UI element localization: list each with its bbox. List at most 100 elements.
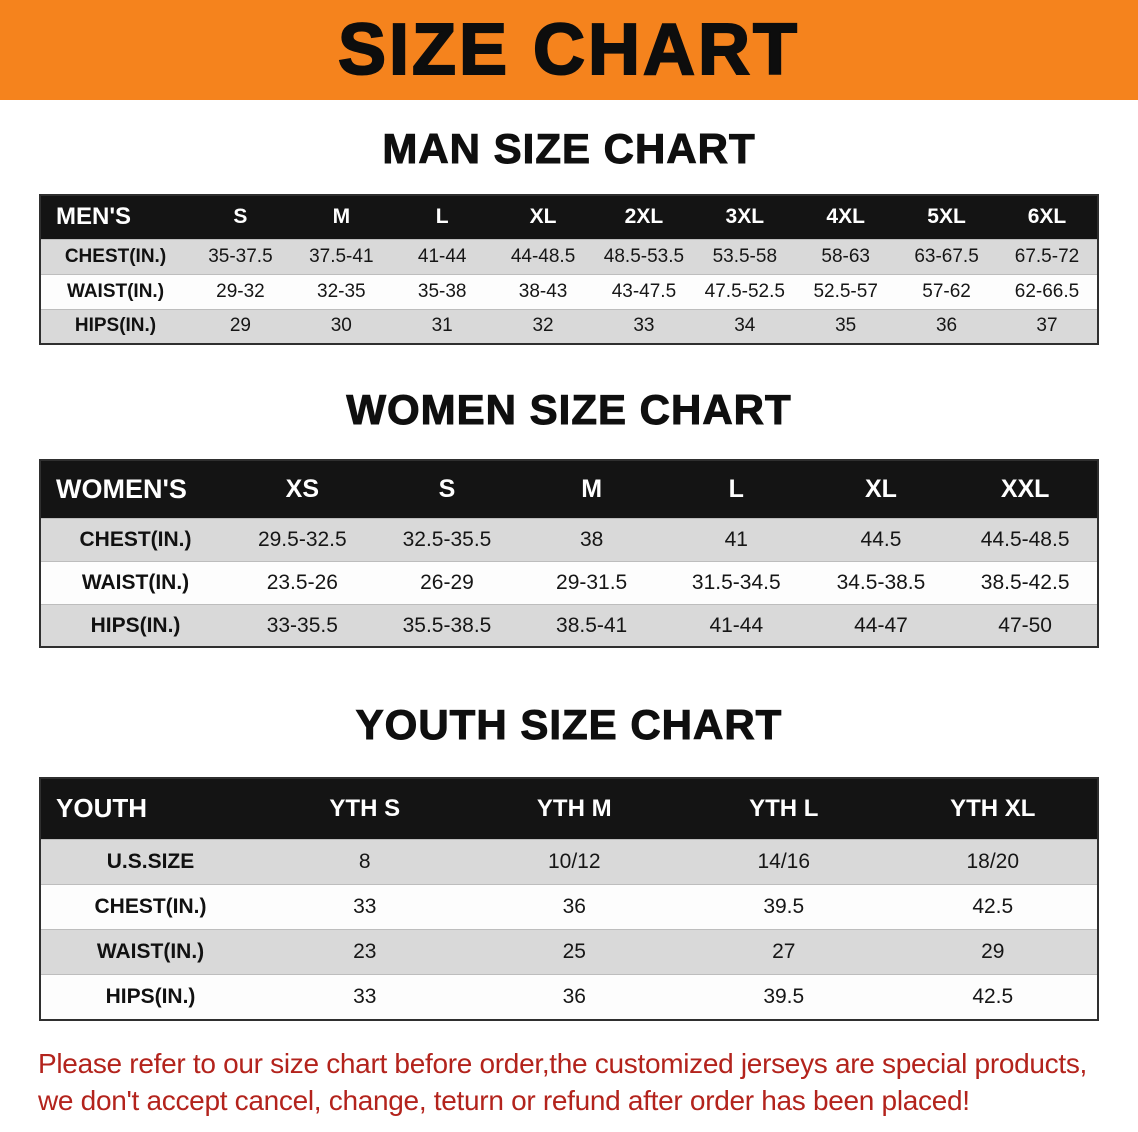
table-row: HIPS(IN.) 29 30 31 32 33 34 35 36 37 — [40, 309, 1098, 345]
size-value: 10/12 — [547, 850, 601, 874]
size-column-header: YTH XL — [888, 777, 1098, 840]
size-value: 48.5-53.5 — [603, 245, 685, 267]
men-section-title: MAN SIZE CHART — [382, 125, 756, 172]
size-column-header: YTH S — [260, 777, 470, 840]
size-value: 58-63 — [821, 245, 870, 267]
size-value: 29-31.5 — [556, 570, 628, 594]
row-label: WAIST(IN.) — [81, 570, 190, 594]
youth-section-title: YOUTH SIZE CHART — [355, 701, 783, 749]
size-value: 41 — [724, 527, 748, 551]
size-value: 62-66.5 — [1014, 280, 1080, 302]
size-value: 44.5-48.5 — [980, 527, 1070, 551]
table-row: U.S.SIZE 8 10/12 14/16 18/20 — [40, 839, 1098, 885]
size-value: 44.5 — [860, 527, 902, 551]
row-label: CHEST(IN.) — [94, 895, 207, 919]
size-column-header: M — [290, 195, 392, 240]
youth-size-section: YOUTH SIZE CHART YOUTH YTH S YTH M YTH L YTH… — [0, 701, 1138, 1021]
size-value: 47.5-52.5 — [704, 280, 785, 302]
size-column-header: 4XL — [795, 195, 897, 240]
size-value: 35.5-38.5 — [402, 613, 492, 637]
women-size-table: WOMEN'S XS S M L XL XXL CHEST(IN.) 29.5-32.5 32.… — [39, 459, 1099, 649]
size-value: 33-35.5 — [266, 613, 338, 637]
table-row: HIPS(IN.) 33 36 39.5 42.5 — [40, 974, 1098, 1020]
table-row: CHEST(IN.) 33 36 39.5 42.5 — [40, 884, 1098, 930]
size-column-header: 5XL — [896, 195, 997, 240]
table-row: WAIST(IN.) 29-32 32-35 35-38 38-43 43-47.5 47.… — [40, 274, 1098, 310]
size-value: 41-44 — [417, 245, 467, 267]
size-value: 29 — [229, 315, 251, 337]
table-corner-label: MEN'S — [40, 195, 190, 240]
disclaimer-line-2: we don't accept cancel, change, teturn o… — [38, 1085, 970, 1117]
size-value: 47-50 — [998, 613, 1052, 637]
size-value: 39.5 — [763, 984, 805, 1008]
table-row: CHEST(IN.) 35-37.5 37.5-41 41-44 44-48.5 48.5… — [40, 239, 1098, 275]
row-label: HIPS(IN.) — [90, 613, 181, 637]
size-value: 38.5-41 — [556, 613, 628, 637]
size-value: 33 — [353, 895, 377, 919]
women-table-body: CHEST(IN.) 29.5-32.5 32.5-35.5 38 41 44.5 44.5… — [40, 518, 1098, 648]
size-column-header: M — [519, 460, 664, 519]
size-value: 43-47.5 — [611, 280, 677, 302]
size-value: 42.5 — [972, 984, 1014, 1008]
size-value: 41-44 — [709, 613, 764, 637]
size-column-header: XS — [230, 460, 375, 519]
page-title: SIZE CHART — [337, 10, 800, 90]
size-value: 39.5 — [763, 895, 805, 919]
size-value: 8 — [358, 850, 371, 874]
size-column-header: 3XL — [694, 195, 796, 240]
men-table-header: MEN'S S M L XL 2XL 3XL 4XL 5XL 6XL — [40, 195, 1098, 240]
size-value: 35 — [835, 315, 857, 337]
row-label: WAIST(IN.) — [66, 280, 165, 302]
size-value: 37 — [1036, 315, 1058, 337]
women-section-title: WOMEN SIZE CHART — [346, 386, 792, 434]
table-corner-label: YOUTH — [40, 777, 260, 840]
row-label: HIPS(IN.) — [105, 984, 196, 1008]
size-column-header: YTH L — [679, 777, 889, 840]
table-row: HIPS(IN.) 33-35.5 35.5-38.5 38.5-41 41-44 44-… — [40, 604, 1098, 648]
table-row: WAIST(IN.) 23.5-26 26-29 29-31.5 31.5-34.5 34… — [40, 561, 1098, 605]
size-value: 23 — [353, 940, 377, 964]
men-size-section: MAN SIZE CHART MEN'S S M L XL 2XL 3XL 4XL 5XL 6XL… — [0, 125, 1138, 346]
banner: SIZE CHART — [0, 0, 1138, 100]
size-value: 36 — [935, 315, 958, 337]
size-value: 18/20 — [966, 850, 1020, 874]
table-corner-label: WOMEN'S — [40, 460, 230, 519]
row-label: WAIST(IN.) — [96, 940, 205, 964]
size-value: 29.5-32.5 — [257, 527, 347, 551]
size-value: 63-67.5 — [914, 245, 979, 267]
size-column-header: XL — [808, 460, 954, 519]
header-row: MEN'S S M L XL 2XL 3XL 4XL 5XL 6XL — [40, 195, 1098, 240]
size-value: 44-47 — [854, 613, 908, 637]
size-value: 42.5 — [972, 895, 1014, 919]
size-value: 32.5-35.5 — [402, 527, 492, 551]
size-value: 53.5-58 — [712, 245, 778, 267]
size-value: 32 — [532, 315, 554, 337]
youth-table-header: YOUTH YTH S YTH M YTH L YTH XL — [40, 777, 1098, 840]
size-value: 36 — [562, 895, 586, 919]
size-value: 25 — [562, 940, 586, 964]
size-value: 44-48.5 — [510, 245, 576, 267]
table-row: WAIST(IN.) 23 25 27 29 — [40, 929, 1098, 975]
men-size-table: MEN'S S M L XL 2XL 3XL 4XL 5XL 6XL CHEST(IN.) 35-3… — [39, 194, 1099, 346]
size-value: 14/16 — [757, 850, 811, 874]
women-table-header: WOMEN'S XS S M L XL XXL — [40, 460, 1098, 519]
size-value: 67.5-72 — [1014, 245, 1080, 267]
size-column-header: L — [663, 460, 809, 519]
header-row: WOMEN'S XS S M L XL XXL — [40, 460, 1098, 519]
size-value: 35-38 — [417, 280, 467, 302]
youth-table-body: U.S.SIZE 8 10/12 14/16 18/20 CHEST(IN.) 33 36 39… — [40, 839, 1098, 1020]
size-column-header: L — [391, 195, 493, 240]
size-column-header: XL — [492, 195, 594, 240]
size-value: 38-43 — [518, 280, 568, 302]
row-label: CHEST(IN.) — [79, 527, 192, 551]
size-column-header: YTH M — [469, 777, 679, 840]
disclaimer-line-1: Please refer to our size chart before or… — [38, 1047, 1088, 1079]
women-size-section: WOMEN SIZE CHART WOMEN'S XS S M L XL XXL CHEST… — [0, 386, 1138, 649]
size-value: 31 — [431, 315, 453, 337]
row-label: HIPS(IN.) — [74, 315, 157, 337]
size-value: 38 — [579, 527, 604, 551]
size-value: 34 — [734, 315, 756, 337]
row-label: CHEST(IN.) — [64, 245, 167, 267]
table-row: CHEST(IN.) 29.5-32.5 32.5-35.5 38 41 44.5 44.5… — [40, 518, 1098, 562]
